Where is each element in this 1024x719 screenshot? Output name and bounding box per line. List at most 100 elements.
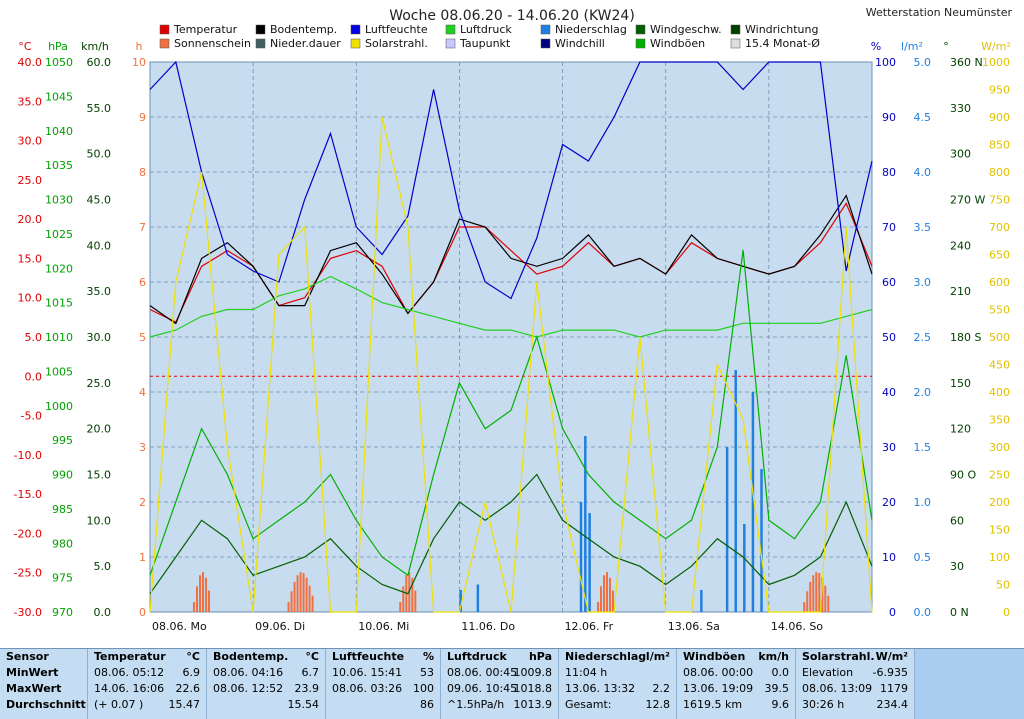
axis-tick-dir: 360 N	[950, 56, 983, 69]
legend-label: Luftdruck	[460, 23, 512, 36]
stats-header-label: Luftfeuchte	[332, 650, 405, 663]
sunshine-bar	[414, 590, 417, 612]
rain-bar	[459, 590, 462, 612]
sunshine-bar	[596, 602, 599, 612]
stats-value: 1179	[880, 682, 908, 695]
stats-header-unit: km/h	[758, 650, 789, 663]
stats-value: 6.9	[182, 666, 201, 679]
axis-tick-temp: 0.0	[25, 370, 43, 383]
stats-row: 15.54	[207, 697, 325, 713]
stats-row: 08.06. 00:00 0.0	[677, 665, 795, 681]
stats-header: Windböen km/h	[677, 649, 795, 665]
series-line-luftdruck	[149, 275, 873, 338]
series-line-bodentemp	[149, 194, 873, 325]
stats-cell: 08.06. 12:52	[213, 682, 284, 695]
axis-tick-hum: 90	[882, 111, 896, 124]
axis-tick-press: 985	[52, 503, 73, 516]
weather-chart: Woche 08.06.20 - 14.06.20 (KW24) Wetters…	[13, 6, 1013, 633]
sunshine-bar	[293, 581, 296, 612]
legend-label: Solarstrahl.	[365, 37, 428, 50]
axis-tick-wind: 15.0	[87, 469, 112, 482]
sunshine-bar	[602, 575, 605, 612]
axis-tick-temp: -15.0	[14, 488, 42, 501]
axis-tick-solar: 450	[989, 359, 1010, 372]
stats-header-unit: °C	[186, 650, 200, 663]
axis-tick-solar: 950	[989, 84, 1010, 97]
stats-header-unit: l/m²	[645, 650, 670, 663]
stats-row: 11:04 h	[559, 665, 676, 681]
sunshine-bar	[208, 590, 211, 612]
axis-tick-solar: 500	[989, 331, 1010, 344]
axis-tick-press: 1005	[45, 365, 73, 378]
sunshine-bar	[296, 575, 299, 612]
stats-value: 53	[420, 666, 434, 679]
rain-bar	[588, 513, 591, 612]
axis-tick-press: 995	[52, 434, 73, 447]
stats-value: 1013.9	[513, 698, 553, 711]
rain-bar	[743, 524, 746, 612]
bars	[192, 370, 830, 612]
axis-unit-dir: °	[943, 40, 949, 53]
axis-tick-press: 980	[52, 537, 73, 550]
stats-row: 86	[326, 697, 440, 713]
chart-title: Woche 08.06.20 - 14.06.20 (KW24)	[389, 8, 635, 24]
axis-tick-solar: 700	[989, 221, 1010, 234]
axis-tick-solar: 250	[989, 469, 1010, 482]
stats-row-label: Durchschnitt	[6, 698, 86, 711]
axis-tick-hum: 50	[882, 331, 896, 344]
stats-cell: 14.06. 16:06	[94, 682, 165, 695]
stats-cell: 08.06. 00:00	[683, 666, 754, 679]
axis-tick-solar: 600	[989, 276, 1010, 289]
axis-unit-press: hPa	[48, 40, 68, 53]
axis-tick-press: 970	[52, 606, 73, 619]
sunshine-bar	[308, 585, 311, 612]
stats-cell: 09.06. 10:45	[447, 682, 518, 695]
axis-tick-dir: 300	[950, 148, 971, 161]
stats-row: ^1.5hPa/h 1013.9	[441, 697, 558, 713]
sunshine-bar	[803, 602, 806, 612]
sunshine-bar	[599, 586, 602, 612]
axis-tick-temp: -30.0	[14, 606, 42, 619]
axis-tick-solar: 350	[989, 414, 1010, 427]
axis-tick-solar: 900	[989, 111, 1010, 124]
axis-tick-wind: 55.0	[87, 102, 112, 115]
stats-row: 08.06. 12:52 23.9	[207, 681, 325, 697]
axis-tick-wind: 5.0	[94, 560, 112, 573]
sunshine-bar	[205, 577, 208, 612]
axes: 40.035.030.025.020.015.010.05.00.0-5.0-1…	[14, 40, 1011, 619]
rain-bar	[760, 469, 763, 612]
axis-tick-sun: 5	[139, 331, 146, 344]
stats-value: 23.9	[294, 682, 320, 695]
stats-header: Temperatur °C	[88, 649, 206, 665]
sunshine-bar	[290, 591, 293, 612]
axis-tick-hum: 60	[882, 276, 896, 289]
sunshine-bar	[809, 581, 812, 612]
axis-unit-solar: W/m²	[981, 40, 1011, 53]
axis-tick-wind: 25.0	[87, 377, 112, 390]
stats-row: Gesamt: 12.8	[559, 697, 676, 713]
sunshine-bar	[827, 595, 830, 612]
legend-label: Taupunkt	[459, 37, 511, 50]
axis-tick-hum: 70	[882, 221, 896, 234]
axis-tick-wind: 10.0	[87, 514, 112, 527]
axis-tick-sun: 4	[139, 386, 146, 399]
sunshine-bar	[824, 585, 827, 612]
sunshine-bar	[402, 586, 405, 612]
legend-swatch	[540, 24, 551, 35]
stats-header: Luftfeuchte%	[326, 649, 440, 665]
stats-row: 08.06. 04:16 6.7	[207, 665, 325, 681]
axis-tick-sun: 7	[139, 221, 146, 234]
sunshine-bar	[806, 591, 809, 612]
sunshine-bar	[287, 602, 290, 612]
stats-row: 30:26 h 234.4	[796, 697, 914, 713]
axis-tick-press: 1025	[45, 228, 73, 241]
stats-column: Luftdruck hPa 08.06. 00:45 1009.8 09.06. 10:…	[441, 649, 559, 719]
stats-cell: 10.06. 15:41	[332, 666, 403, 679]
legend-swatch	[159, 38, 170, 49]
stats-header-label: Luftdruck	[447, 650, 507, 663]
axis-tick-rain: 1.5	[914, 441, 932, 454]
axis-tick-temp: -5.0	[21, 410, 42, 423]
stats-row: 08.06. 00:45 1009.8	[441, 665, 558, 681]
axis-tick-dir: 330	[950, 102, 971, 115]
stats-value: 22.6	[175, 682, 201, 695]
